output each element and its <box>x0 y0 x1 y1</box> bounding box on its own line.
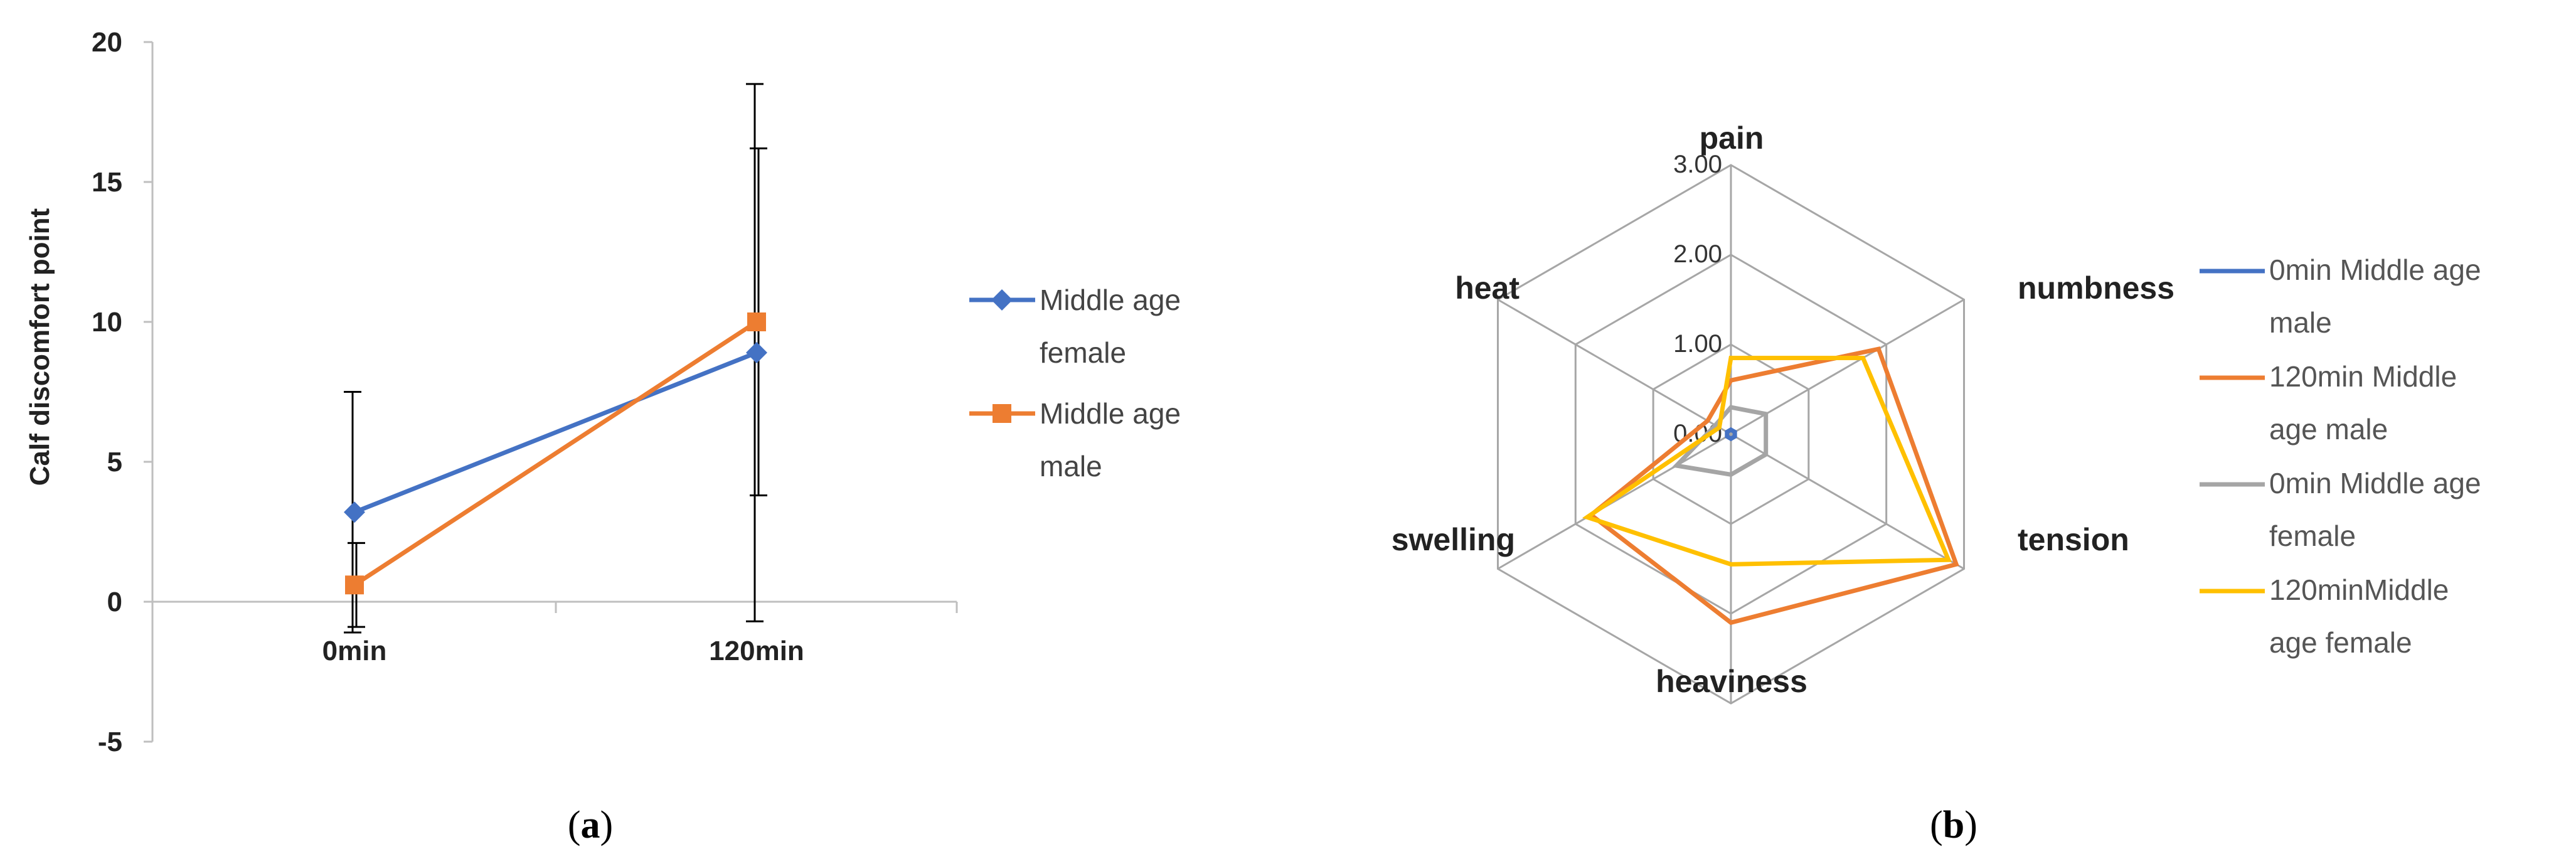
y-tick-label: 5 <box>107 447 122 478</box>
radar-series-line <box>1582 355 1952 567</box>
series-line <box>353 350 758 515</box>
x-tick-label: 0min <box>322 636 387 666</box>
radar-ring-label: 2.00 <box>1673 240 1722 268</box>
legend-marker <box>991 289 1013 311</box>
panel-label-letter: b <box>1943 804 1964 846</box>
radar-axis-label: pain <box>1700 120 1764 156</box>
legend-label: female <box>1040 336 1126 369</box>
legend-label: male <box>1040 450 1102 483</box>
y-tick-label: 10 <box>92 307 122 338</box>
panel-label-letter: a <box>581 804 600 846</box>
radar-chart-b: 0.001.002.003.00painnumbnesstensionheavi… <box>1392 120 2481 846</box>
radar-spoke <box>1497 299 1732 435</box>
legend-label: female <box>2269 520 2356 552</box>
radar-spoke <box>1497 433 1732 570</box>
radar-axis-label: heat <box>1455 270 1520 306</box>
radar-ring-label: 3.00 <box>1673 151 1722 178</box>
x-tick-label: 120min <box>709 636 804 666</box>
legend-label: male <box>2269 306 2332 339</box>
panel-label-paren: ( <box>1930 804 1943 846</box>
legend-label: Middle age <box>1040 284 1181 316</box>
data-point <box>746 342 767 364</box>
radar-series-line <box>1725 427 1737 442</box>
y-tick-label: -5 <box>98 727 122 757</box>
radar-series-line <box>1672 405 1769 478</box>
panel-label-paren: ) <box>600 804 614 846</box>
panel-label-paren: ( <box>568 804 581 846</box>
panel-label-paren: ) <box>1964 804 1977 846</box>
y-tick-label: 0 <box>107 587 122 617</box>
data-point <box>345 575 364 595</box>
radar-spoke <box>1730 299 1965 435</box>
radar-spoke <box>1730 433 1965 570</box>
legend-label: age female <box>2269 626 2412 659</box>
radar-axis-label: numbness <box>2018 270 2174 306</box>
y-tick-label: 20 <box>92 27 122 58</box>
legend-label: 0min Middle age <box>2269 253 2481 286</box>
radar-series-line <box>1587 346 1959 626</box>
legend-label: 120min Middle <box>2269 360 2457 393</box>
data-point <box>747 312 766 331</box>
legend-marker <box>993 404 1011 423</box>
panel-label: (b) <box>1930 804 1977 846</box>
y-axis-title: Calf discomfort point <box>24 208 55 486</box>
radar-axis-label: swelling <box>1392 522 1515 557</box>
data-point <box>344 501 365 523</box>
radar-ring-label: 1.00 <box>1673 330 1722 358</box>
line-chart-a: 20 15 10 5 0 -5 0min 120min Calf discomfort poin… <box>24 27 1181 846</box>
series-line <box>353 320 758 587</box>
legend-label: 120minMiddle <box>2269 574 2449 606</box>
panel-label: (a) <box>568 804 613 846</box>
legend-label: Middle age <box>1040 397 1181 430</box>
radar-axis-label: heaviness <box>1656 664 1807 699</box>
y-tick-label: 15 <box>92 167 122 198</box>
radar-axis-label: tension <box>2018 522 2129 557</box>
legend-label: 0min Middle age <box>2269 467 2481 499</box>
legend-label: age male <box>2269 413 2388 446</box>
